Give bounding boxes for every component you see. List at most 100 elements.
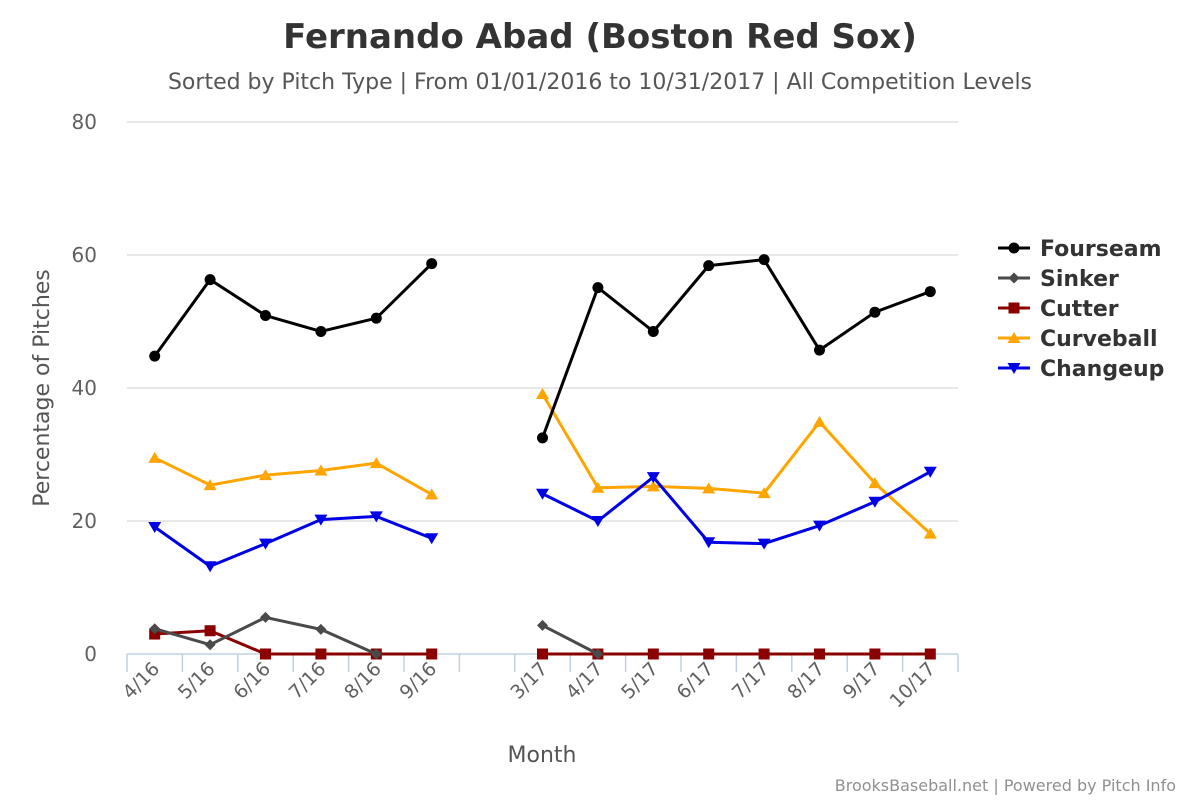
legend-marker [1008,272,1020,284]
legend[interactable]: Fourseam Sinker Cutter Curveball Changeup [998,237,1164,382]
series-sinker [149,611,604,660]
y-tick-label: 20 [72,509,97,533]
curveball-point [425,488,439,500]
x-tick-label: 7/17 [728,658,774,704]
x-tick-label: 8/16 [340,658,386,704]
y-tick-label: 0 [84,642,97,666]
changeup-line [153,514,433,568]
fourseam-point [260,310,271,322]
changeup-point [314,514,328,526]
sinker-point [260,611,271,623]
fourseam-point [758,254,770,266]
changeup-point [923,466,937,478]
x-tick-label: 7/16 [285,658,331,704]
changeup-point [868,496,882,508]
x-axis-title: Month [508,743,577,768]
fourseam-point [592,282,604,294]
sinker-point [370,648,382,660]
changeup-point [425,533,439,545]
fourseam-point [149,350,161,362]
changeup-point [536,488,549,500]
curveball-point [259,469,272,481]
changeup-point [203,561,217,573]
sinker-point [315,623,327,635]
fourseam-point [204,274,216,286]
curveball-point [757,487,771,499]
y-axis-ticks: 0 20 40 60 80 [72,110,97,666]
x-tick-label: 10/17 [886,658,940,712]
changeup-line [541,470,932,546]
cutter-point [537,648,548,660]
changeup-point [369,511,383,523]
credit-text: BrooksBaseball.net | Powered by Pitch In… [835,776,1176,795]
curveball-point [646,480,660,492]
legend-item-cutter[interactable]: Cutter [998,297,1119,322]
changeup-point [646,472,660,484]
series-changeup [148,466,937,573]
legend-label: Changeup [1040,357,1164,382]
series-curveball [148,387,937,539]
y-tick-label: 60 [72,243,97,267]
changeup-point [148,521,162,533]
legend-marker [1008,302,1020,314]
changeup-point [702,537,716,549]
x-tick-label: 5/17 [617,658,663,704]
x-tick-label: 4/16 [119,658,165,704]
cutter-point [647,648,659,660]
fourseam-point [869,306,881,318]
legend-label: Fourseam [1040,237,1162,262]
x-tick-label: 9/16 [396,658,442,704]
cutter-point [869,648,881,660]
x-tick-label: 8/17 [783,658,829,704]
cutter-point [924,648,936,660]
sinker-point [149,623,161,635]
curveball-point [868,477,882,489]
fourseam-point [814,344,825,356]
fourseam-point [537,432,548,444]
cutter-point [703,648,715,660]
changeup-point [813,520,826,532]
fourseam-point [924,286,936,298]
cutter-point [260,648,271,660]
legend-label: Sinker [1040,267,1119,292]
curveball-point [923,527,937,539]
curveball-point [702,482,716,494]
cutter-point [814,648,825,660]
cutter-point [426,648,438,660]
curveball-line [541,393,932,535]
legend-marker [1007,332,1021,343]
changeup-point [757,538,771,550]
grid [127,121,958,522]
fourseam-line [153,262,433,357]
cutter-point [315,648,327,660]
legend-item-sinker[interactable]: Sinker [998,267,1119,292]
sinker-point [592,648,604,660]
curveball-line [154,456,433,496]
x-tick-label: 5/16 [174,658,220,704]
chart-subtitle: Sorted by Pitch Type | From 01/01/2016 t… [168,70,1032,95]
chart-title: Fernando Abad (Boston Red Sox) [283,17,917,57]
sinker-point [204,639,216,651]
legend-item-changeup[interactable]: Changeup [998,357,1164,382]
sinker-line [541,624,599,656]
y-tick-label: 80 [72,110,97,134]
y-tick-label: 40 [72,376,97,400]
curveball-point [203,479,217,491]
curveball-point [314,464,328,476]
x-tick-label: 6/17 [673,658,719,704]
cutter-line [154,629,432,656]
series-fourseam [149,254,936,444]
legend-item-fourseam[interactable]: Fourseam [998,237,1162,262]
legend-marker [1008,242,1020,254]
curveball-point [813,415,826,427]
x-tick-label: 9/17 [839,658,885,704]
fourseam-point [426,258,438,270]
series [148,254,937,660]
legend-label: Curveball [1040,327,1158,352]
legend-item-curveball[interactable]: Curveball [998,327,1158,352]
x-tick-label: 4/17 [562,658,608,704]
fourseam-point [703,260,715,272]
cutter-point [758,648,770,660]
x-axis-ticks: 4/16 5/16 6/16 7/16 8/16 9/16 3/17 4/17 5/17 6/17… [119,654,959,712]
